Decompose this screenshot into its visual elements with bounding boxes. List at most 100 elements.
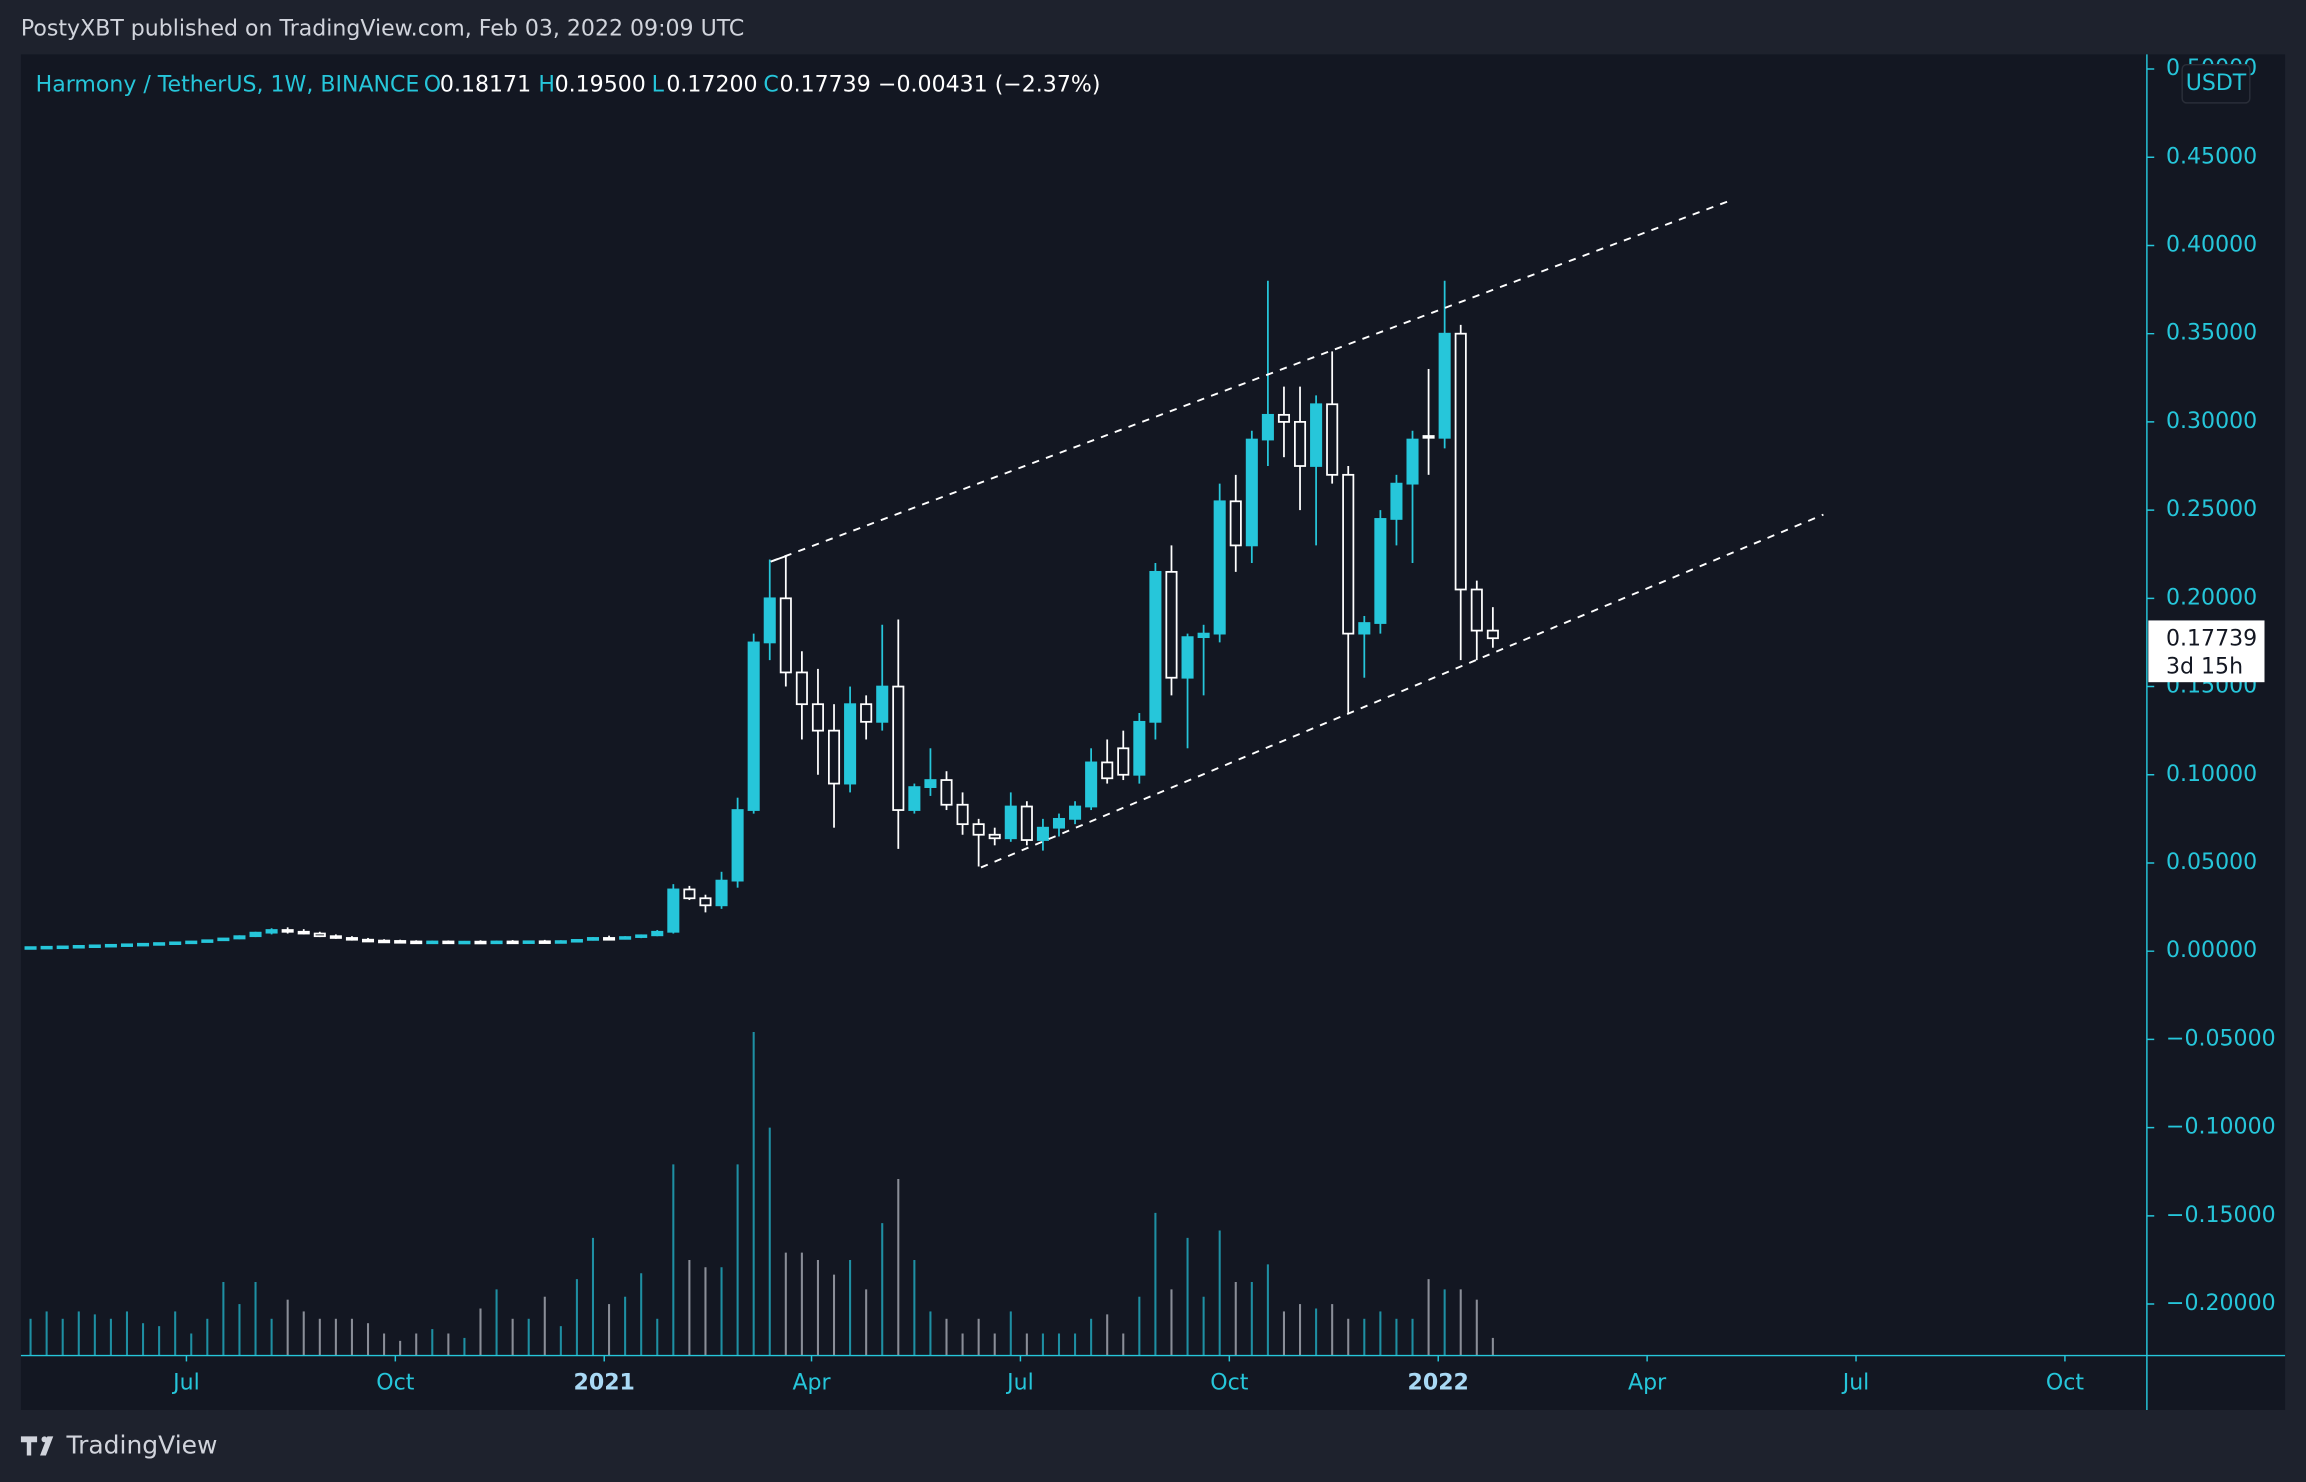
x-tick-label: Oct bbox=[1210, 1370, 1248, 1395]
candle-body bbox=[892, 685, 905, 811]
candle-body bbox=[1470, 588, 1483, 632]
chart-area bbox=[20, 54, 2286, 1410]
y-tick-label: 0.25000 bbox=[2166, 497, 2257, 522]
candle-body bbox=[1052, 817, 1066, 829]
candle-body bbox=[603, 937, 616, 941]
candle-body bbox=[265, 929, 278, 934]
candle-body bbox=[827, 729, 841, 785]
candle-body bbox=[72, 945, 85, 949]
logo-dot[interactable] bbox=[41, 1436, 48, 1443]
candle-body bbox=[1085, 761, 1098, 808]
candle-body bbox=[490, 940, 503, 945]
candle-body bbox=[313, 932, 326, 938]
candle-body bbox=[410, 940, 423, 945]
candle-body bbox=[747, 641, 760, 811]
x-axis: Jul Oct 2021 Apr Jul Oct 2022 Apr Jul Oct bbox=[171, 1355, 2084, 1395]
candle-body bbox=[394, 940, 407, 944]
ohlc-key: L bbox=[652, 72, 665, 97]
logo-icon[interactable] bbox=[20, 1436, 54, 1456]
candle-body bbox=[88, 944, 101, 949]
y-tick-label: 0.10000 bbox=[2166, 762, 2257, 787]
candle-body bbox=[1390, 482, 1403, 520]
y-tick-label: −0.20000 bbox=[2166, 1291, 2276, 1316]
ohlc-value: 0.18171 bbox=[440, 72, 531, 97]
plot bbox=[24, 280, 1499, 1356]
candle-body bbox=[104, 943, 117, 948]
candle-body bbox=[1036, 826, 1049, 841]
currency[interactable]: USDT bbox=[2186, 71, 2247, 96]
trend-line-lower bbox=[980, 513, 1824, 869]
candle-body bbox=[554, 940, 567, 944]
candle-body bbox=[988, 833, 1001, 840]
last-price: 0.17739 bbox=[2166, 627, 2257, 652]
candle-body bbox=[1294, 421, 1307, 467]
candle-body bbox=[426, 940, 439, 945]
candle-body bbox=[185, 940, 198, 945]
x-tick-label: Jul bbox=[1841, 1370, 1870, 1395]
candle-body bbox=[201, 939, 214, 943]
candle-body bbox=[249, 931, 262, 938]
candle-body bbox=[715, 879, 728, 907]
candle-body bbox=[1101, 761, 1114, 780]
candle-body bbox=[1197, 632, 1210, 639]
candle-body bbox=[811, 703, 824, 732]
candle-body bbox=[1342, 473, 1355, 635]
candle-body bbox=[1358, 622, 1371, 635]
candle-body bbox=[570, 939, 583, 943]
published-line: PostyXBT published on TradingView.com, F… bbox=[21, 16, 744, 41]
currency-box[interactable] bbox=[2181, 63, 2251, 104]
candle-body bbox=[1165, 570, 1178, 679]
y-tick-label: 0.35000 bbox=[2166, 321, 2257, 346]
y-tick-label: 0.45000 bbox=[2166, 144, 2257, 169]
y-tick-label: −0.10000 bbox=[2166, 1115, 2276, 1140]
candle-body bbox=[1277, 413, 1290, 423]
ohlc-key: O bbox=[424, 72, 441, 97]
candle-body bbox=[522, 940, 535, 944]
candle-body bbox=[217, 937, 230, 942]
candle-body bbox=[876, 685, 889, 723]
candle-body bbox=[683, 888, 696, 900]
ohlc-value: 0.19500 bbox=[555, 72, 646, 97]
x-tick-label: Jul bbox=[1005, 1370, 1034, 1395]
x-tick-label: Apr bbox=[1628, 1370, 1667, 1395]
candle-body bbox=[56, 945, 69, 950]
candle-body bbox=[1229, 500, 1242, 547]
y-tick-label: −0.15000 bbox=[2166, 1203, 2276, 1228]
candle-body bbox=[908, 786, 921, 811]
logo-group[interactable]: TradingView bbox=[20, 1431, 218, 1460]
ohlc-key: H bbox=[538, 72, 555, 97]
y-tick-label: 0.20000 bbox=[2166, 585, 2257, 610]
ohlc-key: C bbox=[763, 72, 778, 97]
price-tag bbox=[2148, 620, 2265, 683]
x-tick-label: Jul bbox=[171, 1370, 200, 1395]
candle-body bbox=[956, 803, 969, 826]
candle-body bbox=[731, 809, 744, 882]
candle-body bbox=[795, 671, 808, 706]
candle-body bbox=[378, 939, 391, 944]
candle-body bbox=[1181, 636, 1194, 679]
candle-body bbox=[651, 930, 664, 937]
y-tick-label: 0.30000 bbox=[2166, 409, 2257, 434]
candle-body bbox=[329, 935, 342, 939]
candle-body bbox=[972, 823, 985, 836]
y-tick-label: 0.05000 bbox=[2166, 850, 2257, 875]
candle-body bbox=[924, 779, 937, 788]
candle-body bbox=[233, 935, 246, 940]
candle-body bbox=[1117, 747, 1130, 776]
candle-body bbox=[40, 945, 53, 950]
symbol: Harmony / TetherUS, 1W, BINANCE bbox=[36, 72, 420, 97]
y-tick-label: −0.05000 bbox=[2166, 1026, 2276, 1051]
candle-body bbox=[169, 941, 182, 946]
logo-text[interactable]: TradingView bbox=[65, 1431, 217, 1460]
candle-body bbox=[667, 888, 680, 933]
candle-body bbox=[779, 597, 792, 674]
candle-body bbox=[1326, 403, 1339, 476]
candle-body bbox=[1374, 518, 1387, 624]
candle-body bbox=[1213, 500, 1226, 635]
x-tick-label: 2021 bbox=[574, 1370, 635, 1395]
candle-body bbox=[1261, 413, 1274, 441]
x-tick-label: Apr bbox=[792, 1370, 831, 1395]
candle-body bbox=[844, 703, 857, 785]
